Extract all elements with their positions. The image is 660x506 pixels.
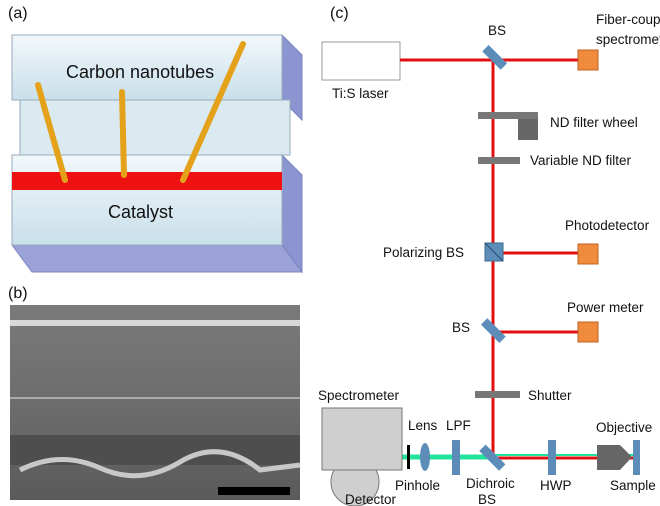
component-label: ND filter wheel bbox=[550, 115, 638, 130]
component-label: Lens bbox=[408, 418, 438, 433]
component-label: Pinhole bbox=[395, 478, 440, 493]
component-label: BS bbox=[488, 23, 506, 38]
component-label: Power meter bbox=[567, 300, 644, 315]
component-label: HWP bbox=[540, 478, 572, 493]
component-label: Variable ND filter bbox=[530, 153, 632, 168]
panel-a: (a) Carbon nanotubes Catalyst bbox=[8, 5, 302, 272]
component-label: Polarizing BS bbox=[383, 245, 464, 260]
component-label: Ti:S laser bbox=[332, 86, 389, 101]
panel-label: (c) bbox=[330, 5, 349, 22]
panel-c: (c) BS Fiber-coupled spectrometer Ti:S l… bbox=[318, 5, 660, 506]
component-label: BS bbox=[452, 320, 470, 335]
component-label: Spectrometer bbox=[318, 388, 400, 403]
panel-b: (b) bbox=[8, 285, 300, 500]
nanotube-label: Carbon nanotubes bbox=[66, 62, 214, 82]
catalyst-label: Catalyst bbox=[108, 202, 173, 222]
panel-label: (a) bbox=[8, 5, 28, 22]
component-label: Sample bbox=[610, 478, 656, 493]
component-label: spectrometer bbox=[596, 32, 660, 47]
component-label: Dichroic bbox=[466, 476, 515, 491]
panel-label: (b) bbox=[8, 285, 28, 302]
component-label: Photodetector bbox=[565, 218, 650, 233]
component-label: Fiber-coupled bbox=[596, 12, 660, 27]
figure: (a) Carbon nanotubes Catalyst (b) (c) bbox=[0, 0, 660, 506]
component-label: LPF bbox=[446, 418, 471, 433]
component-label: BS bbox=[478, 492, 496, 506]
component-label: Shutter bbox=[528, 388, 572, 403]
component-label: Objective bbox=[596, 420, 652, 435]
component-label: Detector bbox=[345, 492, 397, 506]
